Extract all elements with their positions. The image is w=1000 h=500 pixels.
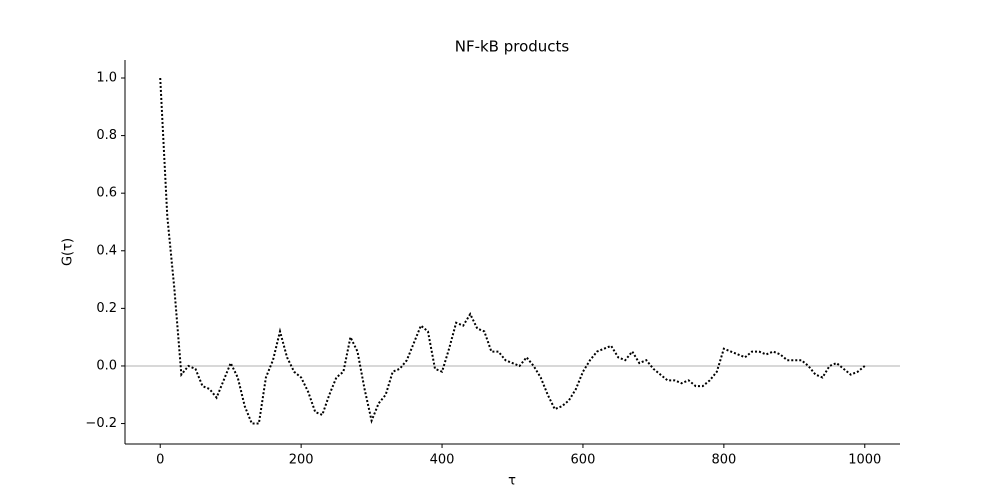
y-tick-label: 0.2 (96, 301, 117, 316)
x-tick-label: 400 (430, 453, 455, 468)
x-axis-label: τ (508, 474, 516, 489)
x-tick-label: 1000 (848, 453, 881, 468)
y-tick-label: 0.8 (96, 128, 117, 143)
y-tick-label: 1.0 (96, 70, 117, 85)
y-tick-label: 0.4 (96, 243, 117, 258)
x-tick-label: 800 (711, 453, 736, 468)
data-line (159, 77, 866, 425)
y-tick-label: 0.0 (96, 358, 117, 373)
x-tick-label: 0 (156, 453, 164, 468)
chart-title: NF-kB products (455, 38, 570, 56)
y-axis-label: G(τ) (61, 238, 76, 266)
y-tick-label: −0.2 (85, 416, 117, 431)
x-tick-label: 200 (289, 453, 314, 468)
y-tick-label: 0.6 (96, 186, 117, 201)
x-tick-label: 600 (571, 453, 596, 468)
